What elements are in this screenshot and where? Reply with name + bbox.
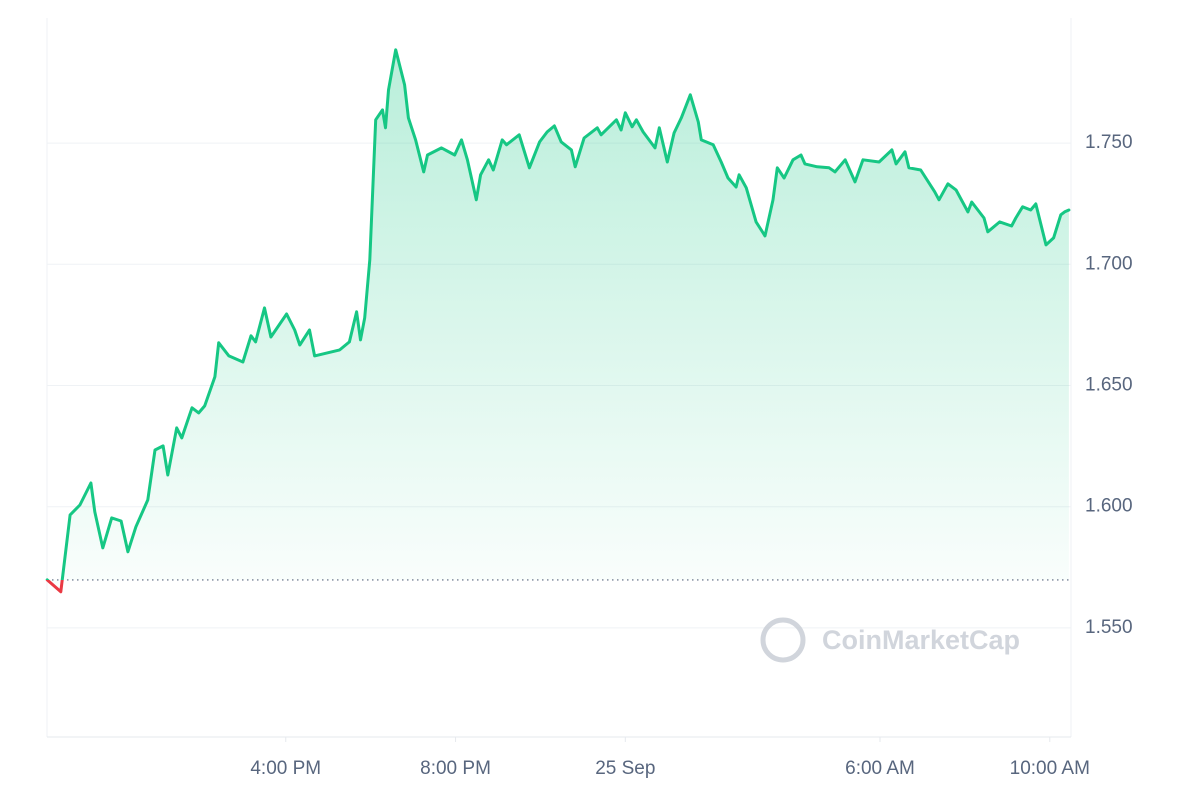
- watermark-text: CoinMarketCap: [822, 625, 1020, 655]
- y-tick-label: 1.550: [1085, 617, 1133, 638]
- price-area: [47, 49, 1069, 592]
- y-tick-label: 1.750: [1085, 132, 1133, 153]
- x-tick-label: 8:00 PM: [420, 758, 491, 779]
- price-line: [45, 48, 1071, 594]
- watermark: CoinMarketCap: [760, 617, 1020, 663]
- y-tick-label: 1.600: [1085, 496, 1133, 517]
- x-tick-label: 4:00 PM: [250, 758, 321, 779]
- x-tick-label: 6:00 AM: [845, 758, 915, 779]
- x-tick-label: 10:00 AM: [1010, 758, 1090, 779]
- y-tick-label: 1.700: [1085, 253, 1133, 274]
- x-tick-label: 25 Sep: [595, 758, 655, 779]
- watermark-logo: [760, 617, 806, 663]
- y-tick-label: 1.650: [1085, 375, 1133, 396]
